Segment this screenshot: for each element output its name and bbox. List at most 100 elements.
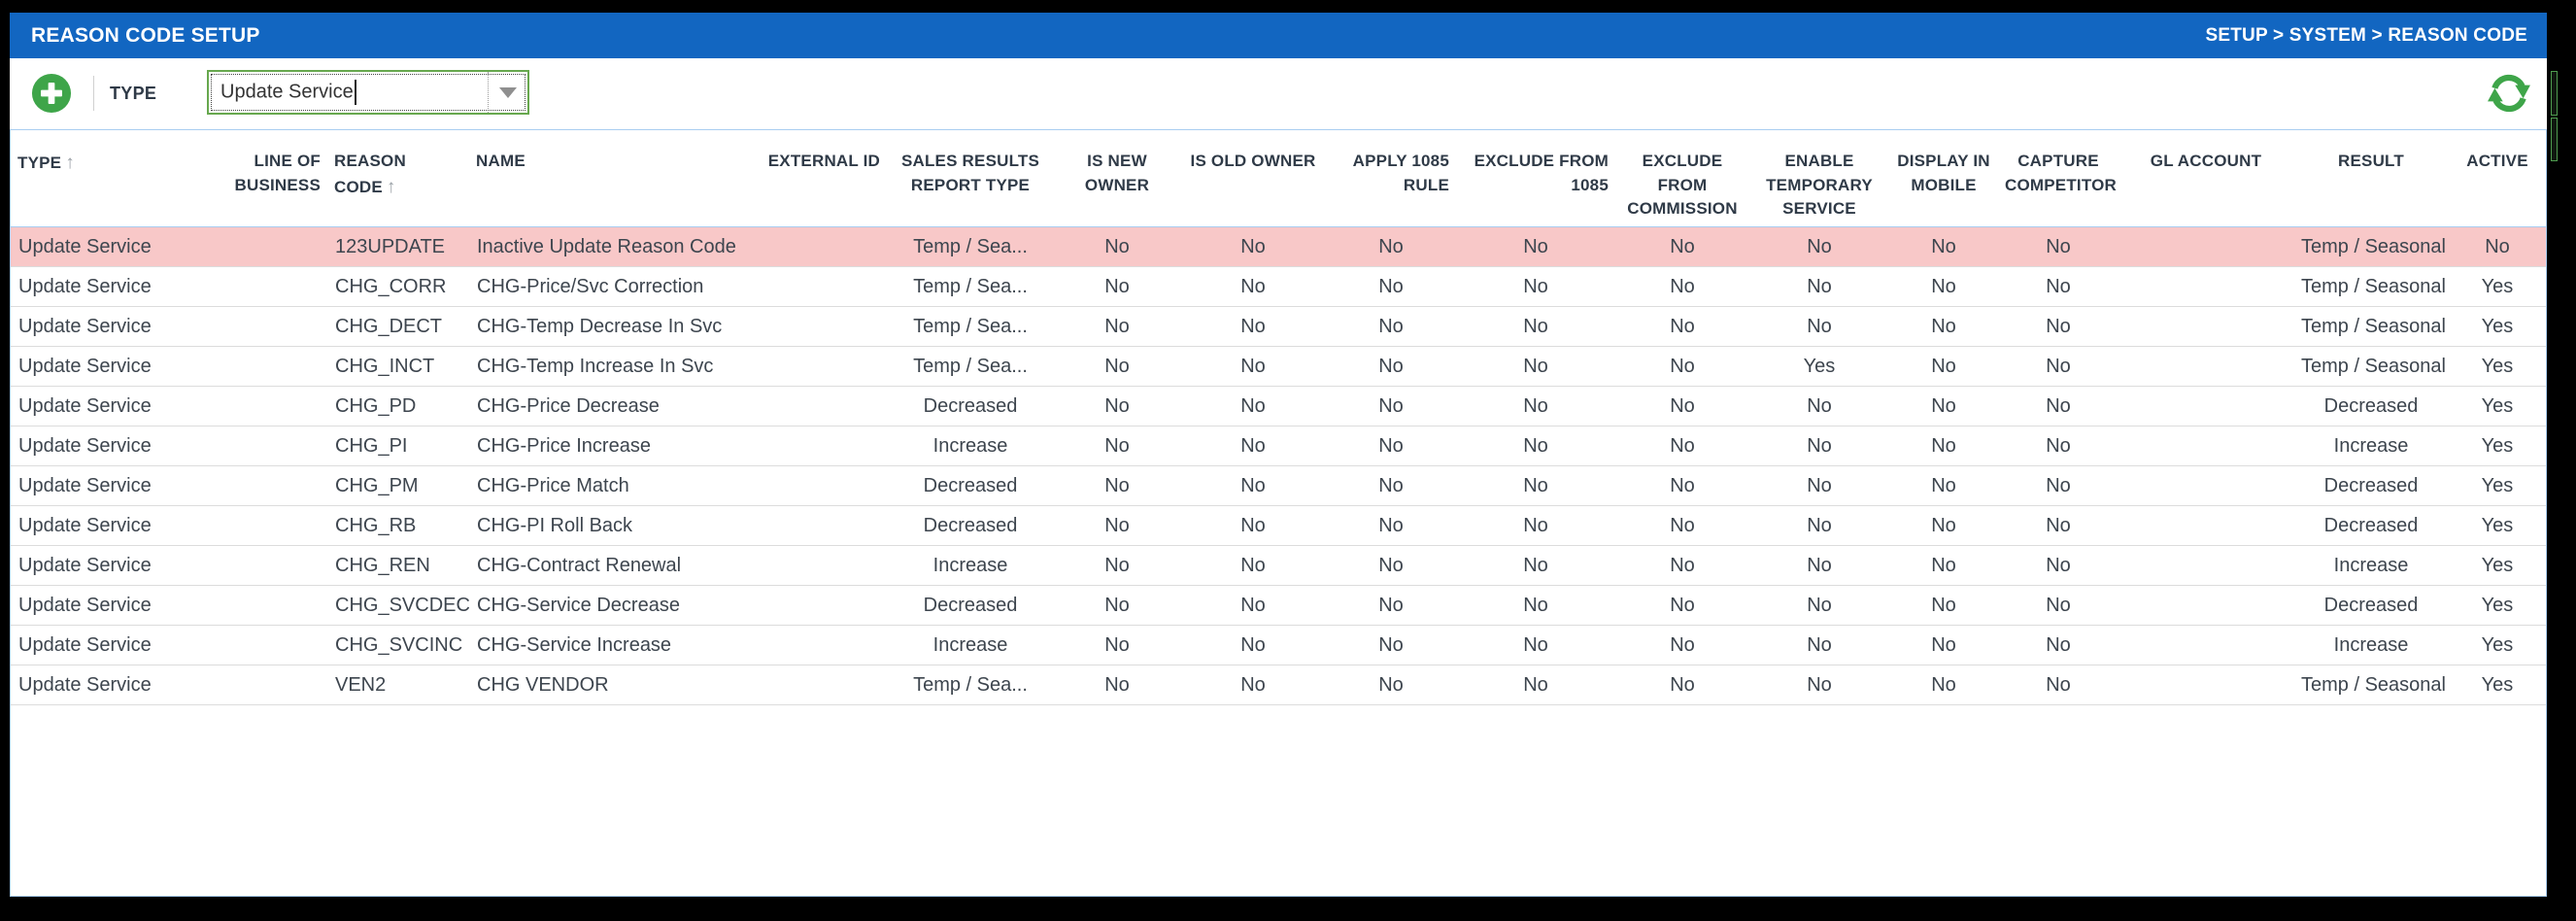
cell-enable_temporary_service: No — [1749, 226, 1889, 267]
cell-exclude_from_commission: No — [1615, 585, 1749, 626]
cell-active: Yes — [2449, 266, 2546, 307]
cell-line_of_business — [201, 585, 327, 626]
breadcrumb[interactable]: SETUP > SYSTEM > REASON CODE — [2205, 24, 2527, 46]
cell-type: Update Service — [11, 346, 201, 387]
cell-gl_account — [2118, 465, 2293, 506]
cell-line_of_business — [201, 386, 327, 426]
table-row[interactable]: Update Service CHG_PD CHG-Price Decrease De… — [11, 386, 2546, 426]
cell-enable_temporary_service: No — [1749, 465, 1889, 506]
cell-exclude_from_1085: No — [1456, 226, 1615, 267]
cell-capture_competitor: No — [1998, 386, 2118, 426]
cell-capture_competitor: No — [1998, 585, 2118, 626]
cell-external_id — [761, 465, 887, 506]
cell-result: Temp / Seasonal — [2293, 346, 2449, 387]
column-header-display_in_mobile[interactable]: DISPLAY IN MOBILE — [1889, 130, 1998, 227]
cell-display_in_mobile: No — [1889, 585, 1998, 626]
cell-capture_competitor: No — [1998, 545, 2118, 586]
cell-sales_results_report_type: Temp / Sea... — [887, 665, 1054, 705]
cell-gl_account — [2118, 426, 2293, 466]
cell-gl_account — [2118, 665, 2293, 705]
toolbar: TYPE Update Service — [10, 58, 2547, 129]
cell-sales_results_report_type: Increase — [887, 426, 1054, 466]
cell-is_new_owner: No — [1054, 625, 1180, 665]
cell-capture_competitor: No — [1998, 625, 2118, 665]
cell-display_in_mobile: No — [1889, 226, 1998, 267]
cell-is_new_owner: No — [1054, 545, 1180, 586]
table-row[interactable]: Update Service CHG_INCT CHG-Temp Increase … — [11, 346, 2546, 387]
column-header-exclude_from_1085[interactable]: EXCLUDE FROM 1085 — [1456, 130, 1615, 227]
table-row[interactable]: Update Service CHG_CORR CHG-Price/Svc Corr… — [11, 266, 2546, 307]
table-row[interactable]: Update Service CHG_PM CHG-Price Match Decre… — [11, 465, 2546, 506]
table-row[interactable]: Update Service CHG_REN CHG-Contract Renewa… — [11, 545, 2546, 586]
table-row[interactable]: Update Service VEN2 CHG VENDOR Temp / Sea..… — [11, 665, 2546, 705]
cell-active: Yes — [2449, 625, 2546, 665]
cell-external_id — [761, 665, 887, 705]
cell-capture_competitor: No — [1998, 266, 2118, 307]
cell-active: No — [2449, 226, 2546, 267]
table-row[interactable]: Update Service CHG_SVCINC CHG-Service Incr… — [11, 625, 2546, 665]
cell-active: Yes — [2449, 346, 2546, 387]
cell-reason_code: CHG_INCT — [327, 346, 469, 387]
column-header-sales_results_report_type[interactable]: SALES RESULTS REPORT TYPE — [887, 130, 1054, 227]
cell-enable_temporary_service: No — [1749, 306, 1889, 347]
column-header-line_of_business[interactable]: LINE OF BUSINESS — [201, 130, 327, 227]
column-label: APPLY 1085 RULE — [1352, 152, 1449, 194]
cell-external_id — [761, 585, 887, 626]
column-label: LINE OF BUSINESS — [234, 152, 321, 194]
cell-sales_results_report_type: Temp / Sea... — [887, 346, 1054, 387]
column-label: RESULT — [2338, 152, 2404, 170]
column-header-exclude_from_commission[interactable]: EXCLUDE FROM COMMISSION — [1615, 130, 1749, 227]
cell-enable_temporary_service: Yes — [1749, 346, 1889, 387]
column-header-type[interactable]: TYPE ↑ — [11, 130, 201, 227]
table-row[interactable]: Update Service CHG_PI CHG-Price Increase In… — [11, 426, 2546, 466]
column-header-capture_competitor[interactable]: CAPTURE COMPETITOR — [1998, 130, 2118, 227]
cell-is_new_owner: No — [1054, 266, 1180, 307]
column-header-is_old_owner[interactable]: IS OLD OWNER — [1180, 130, 1326, 227]
table-row[interactable]: Update Service CHG_SVCDEC CHG-Service Decr… — [11, 585, 2546, 626]
refresh-button[interactable] — [2487, 71, 2531, 116]
chevron-down-icon — [499, 86, 517, 98]
cell-line_of_business — [201, 465, 327, 506]
cell-gl_account — [2118, 346, 2293, 387]
cell-capture_competitor: No — [1998, 465, 2118, 506]
cell-is_old_owner: No — [1180, 226, 1326, 267]
cell-is_old_owner: No — [1180, 625, 1326, 665]
column-label: REASON CODE — [334, 152, 406, 196]
column-header-is_new_owner[interactable]: IS NEW OWNER — [1054, 130, 1180, 227]
column-header-gl_account[interactable]: GL ACCOUNT — [2118, 130, 2293, 227]
cell-external_id — [761, 306, 887, 347]
cell-is_new_owner: No — [1054, 665, 1180, 705]
cell-is_old_owner: No — [1180, 665, 1326, 705]
column-label: IS OLD OWNER — [1190, 152, 1316, 170]
cell-exclude_from_commission: No — [1615, 665, 1749, 705]
add-reason-code-button[interactable] — [31, 73, 72, 114]
type-combobox-dropdown-button[interactable] — [488, 72, 527, 113]
column-header-active[interactable]: ACTIVE — [2449, 130, 2546, 227]
table-row[interactable]: Update Service CHG_RB CHG-PI Roll Back Decr… — [11, 505, 2546, 546]
cell-result: Decreased — [2293, 386, 2449, 426]
cell-external_id — [761, 346, 887, 387]
type-combobox[interactable]: Update Service — [207, 70, 529, 115]
column-header-reason_code[interactable]: REASON CODE ↑ — [327, 130, 469, 227]
column-header-result[interactable]: RESULT — [2293, 130, 2449, 227]
cell-enable_temporary_service: No — [1749, 386, 1889, 426]
table-row[interactable]: Update Service CHG_DECT CHG-Temp Decrease … — [11, 306, 2546, 347]
column-header-external_id[interactable]: EXTERNAL ID — [761, 130, 887, 227]
cell-is_old_owner: No — [1180, 386, 1326, 426]
cell-exclude_from_1085: No — [1456, 545, 1615, 586]
cell-external_id — [761, 386, 887, 426]
cell-is_old_owner: No — [1180, 346, 1326, 387]
column-header-name[interactable]: NAME — [469, 130, 761, 227]
type-combobox-value[interactable]: Update Service — [209, 80, 488, 105]
cell-name: CHG-Price Match — [469, 465, 761, 506]
column-header-enable_temporary_service[interactable]: ENABLE TEMPORARY SERVICE — [1749, 130, 1889, 227]
cell-is_old_owner: No — [1180, 266, 1326, 307]
cell-reason_code: CHG_RB — [327, 505, 469, 546]
column-header-apply_1085_rule[interactable]: APPLY 1085 RULE — [1326, 130, 1456, 227]
cell-result: Temp / Seasonal — [2293, 306, 2449, 347]
cell-result: Increase — [2293, 625, 2449, 665]
table-row[interactable]: Update Service 123UPDATE Inactive Update R… — [11, 226, 2546, 267]
cell-exclude_from_commission: No — [1615, 226, 1749, 267]
cell-line_of_business — [201, 426, 327, 466]
cell-result: Increase — [2293, 426, 2449, 466]
